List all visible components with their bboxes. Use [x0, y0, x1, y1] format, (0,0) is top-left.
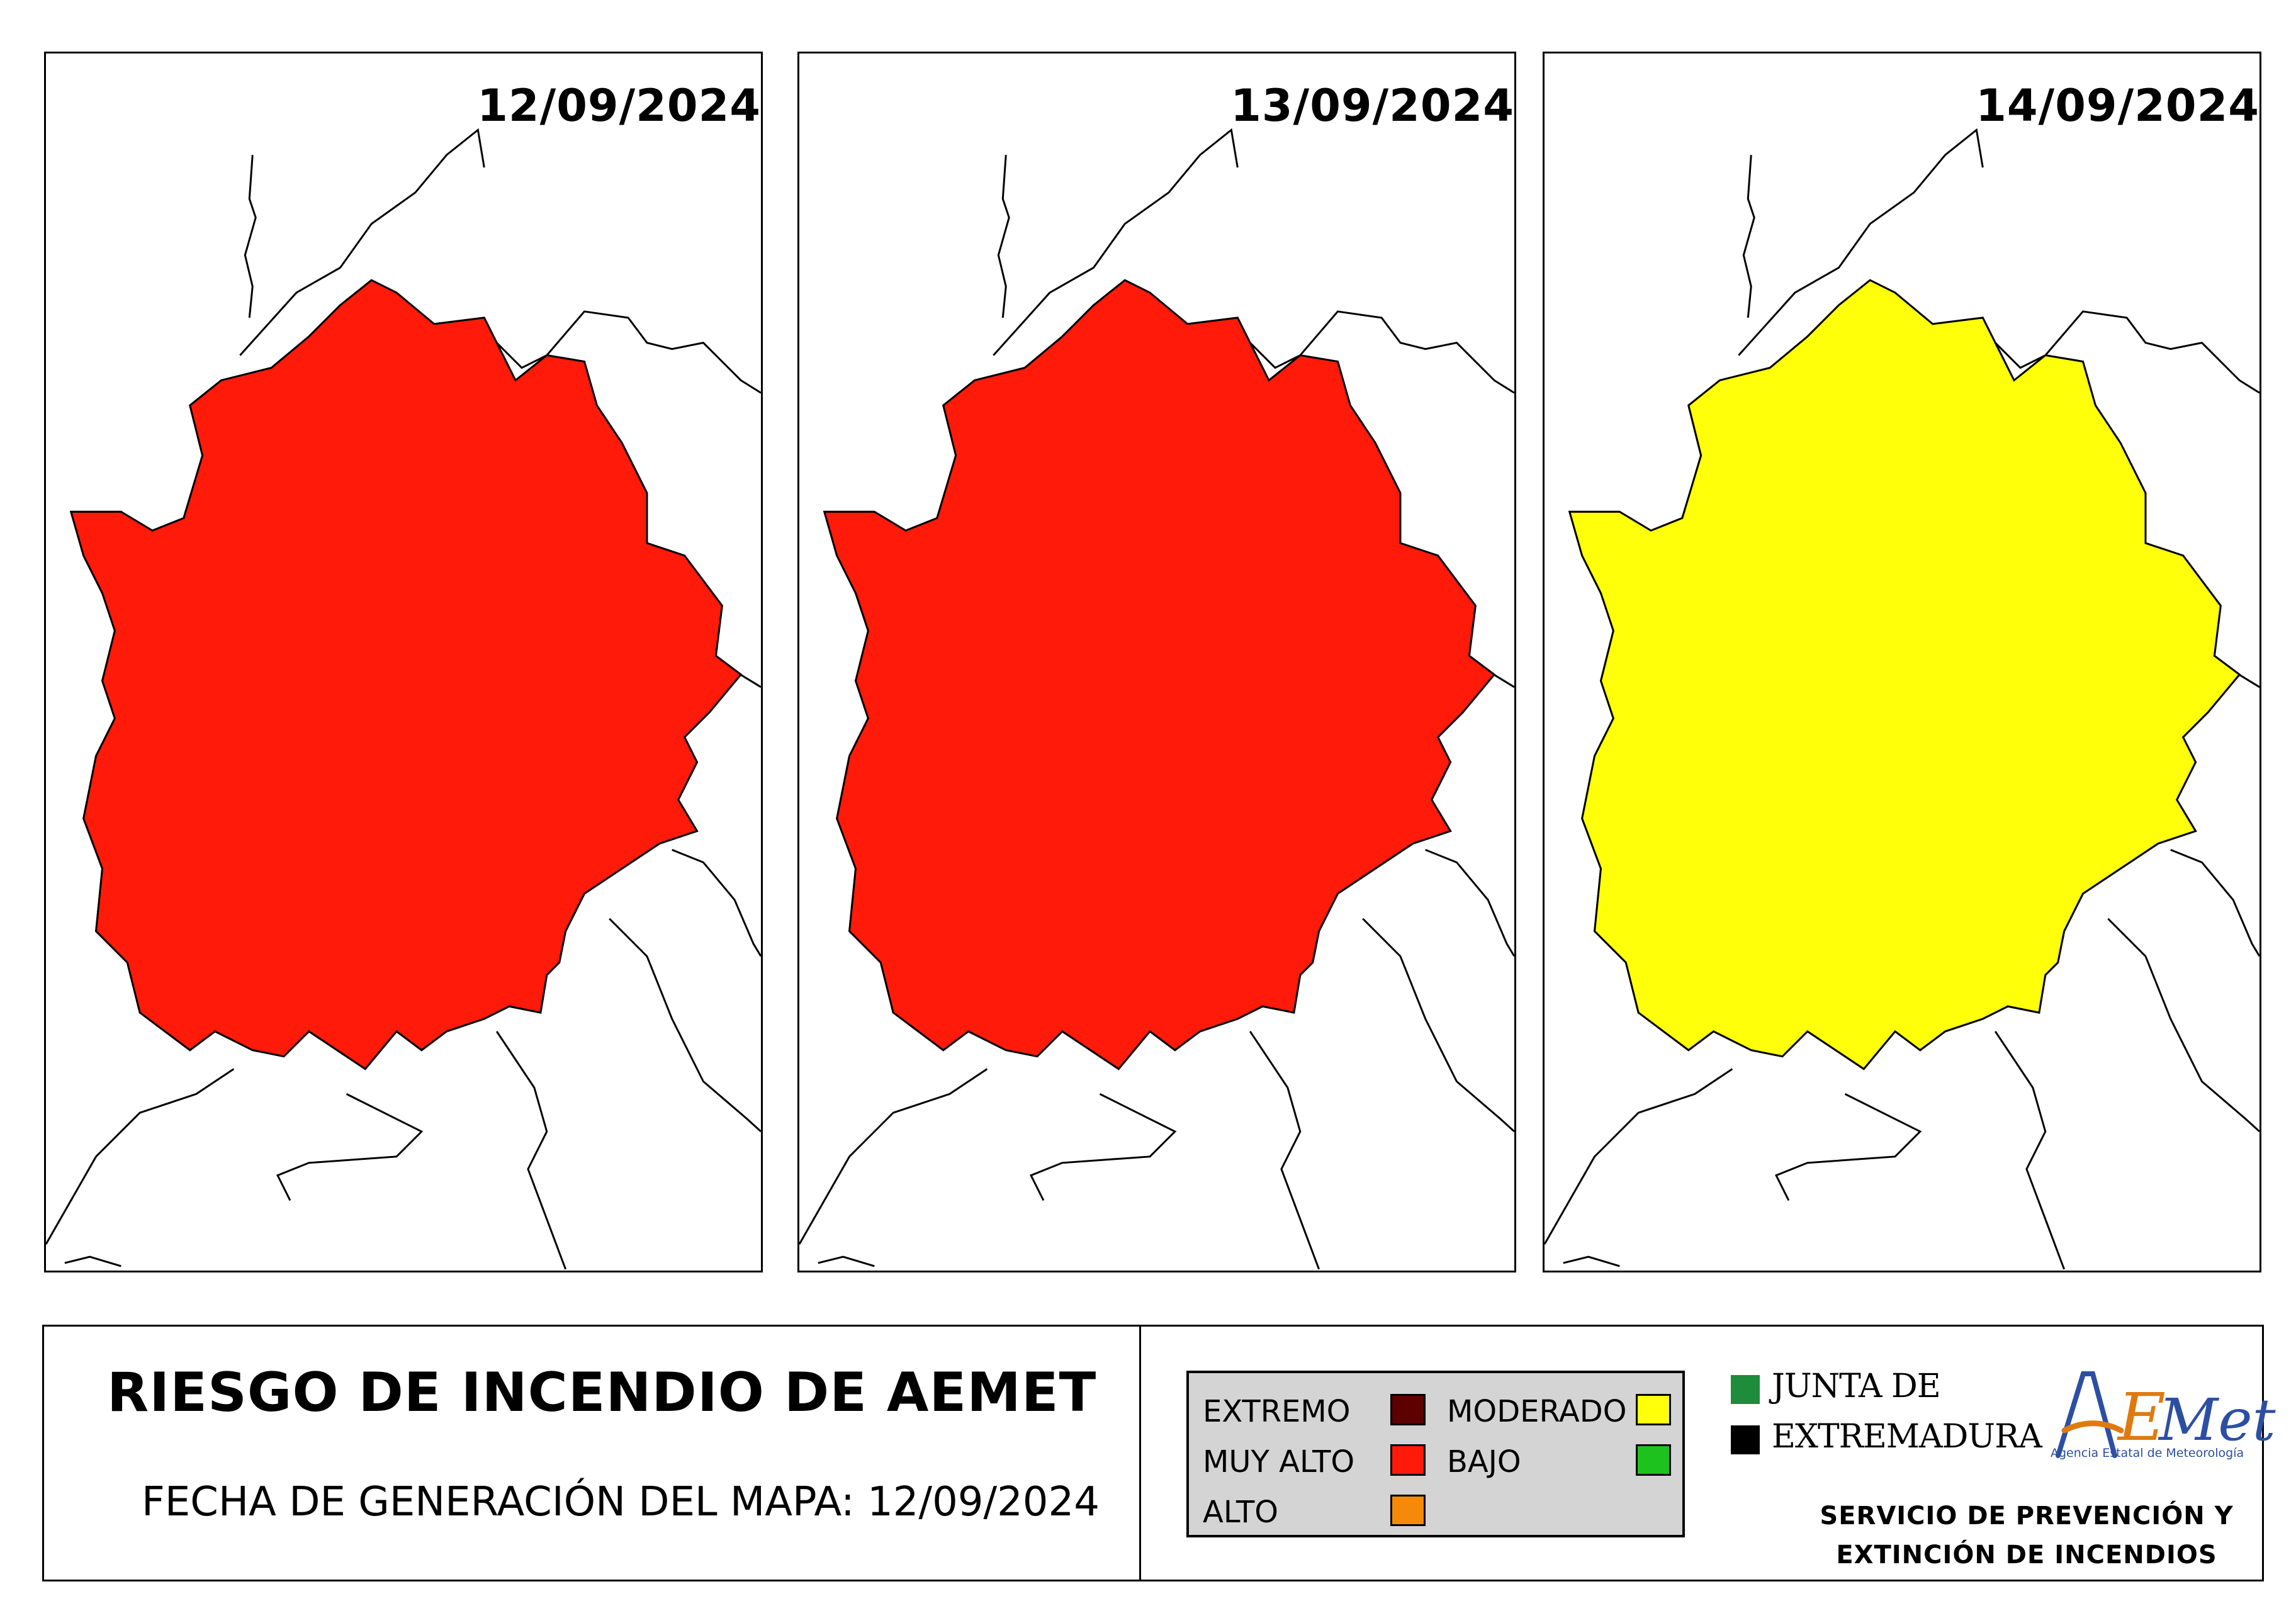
- legend-label-alto: ALTO: [1203, 1495, 1279, 1530]
- legend-label-muy-alto: MUY ALTO: [1203, 1444, 1355, 1480]
- legend-swatch-moderado: [1636, 1394, 1671, 1425]
- map-date-label: 14/09/2024: [1976, 80, 2259, 132]
- generation-date: FECHA DE GENERACIÓN DEL MAPA: 12/09/2024: [142, 1479, 1100, 1525]
- aemet-subtitle: Agencia Estatal de Meteorología: [2051, 1446, 2244, 1460]
- legend-swatch-bajo: [1636, 1444, 1671, 1476]
- map-panel-day-1: 12/09/2024: [44, 52, 763, 1272]
- map-date-label: 12/09/2024: [477, 80, 761, 132]
- service-label: SERVICIO DE PREVENCIÓN Y EXTINCIÓN DE IN…: [1787, 1497, 2266, 1575]
- fire-risk-map: [46, 128, 761, 1270]
- junta-green-square: [1731, 1375, 1760, 1404]
- risk-legend: EXTREMO MUY ALTO ALTO MODERADO BAJO: [1186, 1371, 1685, 1537]
- service-line-1: SERVICIO DE PREVENCIÓN Y: [1820, 1502, 2234, 1530]
- service-line-2: EXTINCIÓN DE INCENDIOS: [1836, 1541, 2217, 1570]
- aemet-logo: E Met: [2056, 1371, 2276, 1458]
- fire-risk-map: [799, 128, 1514, 1270]
- aemet-logo-e: E: [2117, 1379, 2166, 1456]
- legend-swatch-muy-alto: [1390, 1444, 1426, 1476]
- map-panel-day-2: 13/09/2024: [797, 52, 1516, 1272]
- map-date-label: 13/09/2024: [1230, 80, 1514, 132]
- legend-label-bajo: BAJO: [1447, 1444, 1521, 1480]
- generation-date-label: FECHA DE GENERACIÓN DEL MAPA:: [142, 1479, 855, 1525]
- junta-line-2: EXTREMADURA: [1772, 1418, 2042, 1456]
- map-title: RIESGO DE INCENDIO DE AEMET: [107, 1361, 1097, 1424]
- generation-date-value: 12/09/2024: [867, 1479, 1100, 1525]
- legend-label-extremo: EXTREMO: [1203, 1394, 1351, 1429]
- junta-black-square: [1731, 1425, 1760, 1454]
- legend-swatch-alto: [1390, 1495, 1426, 1526]
- fire-risk-map: [1545, 128, 2259, 1270]
- legend-panel: RIESGO DE INCENDIO DE AEMET FECHA DE GEN…: [42, 1325, 2276, 1581]
- legend-divider: [1139, 1327, 1141, 1580]
- junta-line-1: JUNTA DE: [1772, 1367, 1941, 1405]
- legend-label-moderado: MODERADO: [1447, 1394, 1627, 1429]
- map-panel-day-3: 14/09/2024: [1543, 52, 2261, 1272]
- legend-swatch-extremo: [1390, 1394, 1426, 1425]
- aemet-logo-met: Met: [2158, 1386, 2276, 1454]
